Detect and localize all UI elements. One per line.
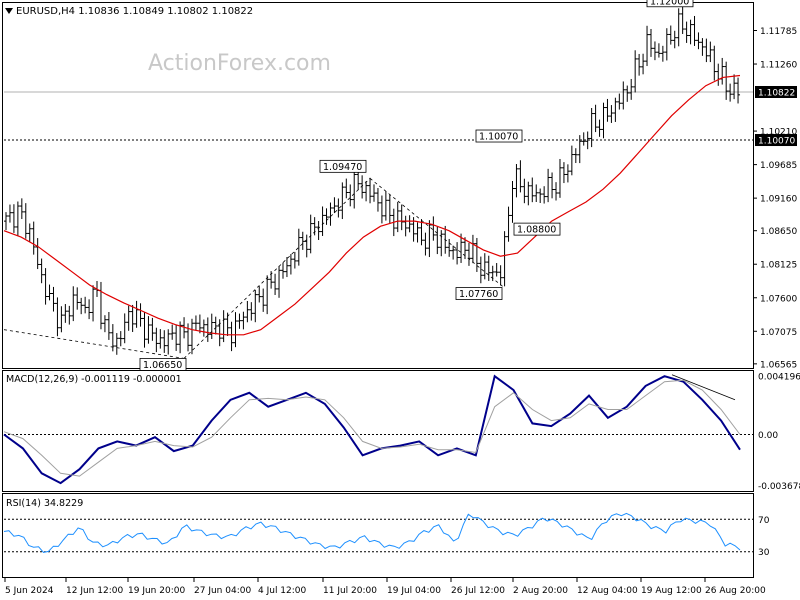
x-tick-label: 19 Aug 12:00 bbox=[641, 586, 702, 596]
swing-label: 1.10070 bbox=[479, 132, 518, 143]
watermark: ActionForex.com bbox=[148, 51, 331, 76]
current-price-label: 1.10822 bbox=[758, 88, 795, 98]
swing-label-box bbox=[513, 222, 561, 236]
x-tick-label: 5 Jun 2024 bbox=[5, 586, 54, 596]
swing-label-box bbox=[646, 0, 694, 8]
swing-label: 1.12000 bbox=[650, 0, 689, 7]
swing-label-box bbox=[455, 287, 503, 300]
price-y-tick-label: 1.06565 bbox=[760, 360, 797, 370]
signal-line bbox=[3, 379, 741, 477]
x-tick-label: 27 Jun 04:00 bbox=[194, 586, 251, 596]
x-tick-label: 26 Aug 20:00 bbox=[705, 586, 766, 596]
swing-label-box bbox=[319, 159, 367, 173]
menu-triangle-icon[interactable] bbox=[5, 8, 13, 14]
level-price-box bbox=[755, 134, 797, 147]
rsi-y-tick-label: 70 bbox=[758, 516, 770, 526]
price-panel-border bbox=[2, 2, 754, 369]
macd-title: MACD(12,26,9) -0.001119 -0.000001 bbox=[6, 374, 182, 385]
x-tick-label: 4 Jul 12:00 bbox=[258, 586, 307, 596]
price-y-tick-label: 1.09685 bbox=[760, 161, 797, 171]
rsi-line bbox=[3, 512, 741, 553]
macd-y-tick-label: 0.004196 bbox=[758, 373, 800, 383]
macd-line bbox=[3, 374, 741, 485]
price-y-tick-label: 1.08650 bbox=[760, 227, 797, 237]
current-price-box bbox=[755, 85, 797, 98]
trendline bbox=[3, 329, 185, 359]
macd-y-tick-label: -0.003678 bbox=[758, 482, 800, 492]
swing-label: 1.07760 bbox=[459, 289, 498, 300]
x-tick-label: 26 Jul 12:00 bbox=[451, 586, 505, 596]
price-y-tick-label: 1.11785 bbox=[760, 27, 797, 37]
x-tick-label: 11 Jul 20:00 bbox=[323, 586, 377, 596]
price-y-tick-label: 1.11260 bbox=[760, 61, 797, 71]
symbol-header: EURUSD,H4 1.10836 1.10849 1.10802 1.1082… bbox=[16, 6, 253, 17]
x-tick-label: 2 Aug 20:00 bbox=[513, 586, 568, 596]
rsi-y-tick-label: 30 bbox=[758, 548, 770, 558]
swing-label: 1.09470 bbox=[323, 162, 362, 173]
price-y-tick-label: 1.07075 bbox=[760, 328, 797, 338]
trendline bbox=[183, 178, 371, 359]
x-tick-label: 12 Aug 04:00 bbox=[577, 586, 638, 596]
x-tick-label: 19 Jun 20:00 bbox=[128, 586, 185, 596]
rsi-panel-border bbox=[2, 493, 754, 578]
axes: 1.11785 1.11260 1.10210 1.09685 1.09160 1.086… bbox=[4, 27, 800, 596]
rsi-plot bbox=[3, 512, 753, 553]
macd-panel-border bbox=[2, 370, 754, 492]
price-plot: 1.12000 1.10070 1.09470 1.08800 1.07760 1.066… bbox=[3, 0, 753, 371]
price-y-tick-label: 1.09160 bbox=[760, 195, 797, 205]
rsi-title: RSI(14) 34.8229 bbox=[6, 498, 83, 509]
x-tick-label: 12 Jun 12:00 bbox=[66, 586, 123, 596]
trendline bbox=[369, 178, 505, 288]
swing-label-box bbox=[475, 129, 523, 143]
macd-plot bbox=[3, 374, 753, 485]
x-tick-label: 19 Jul 04:00 bbox=[387, 586, 441, 596]
swing-label: 1.08800 bbox=[517, 225, 556, 236]
price-y-tick-label: 1.10210 bbox=[760, 128, 797, 138]
moving-average-line bbox=[3, 74, 741, 336]
level-price-label: 1.10070 bbox=[758, 137, 795, 147]
swing-label-box bbox=[139, 358, 187, 371]
price-y-tick-label: 1.07600 bbox=[760, 294, 797, 304]
macd-divergence-line bbox=[671, 374, 736, 401]
swing-label: 1.06650 bbox=[143, 360, 182, 371]
price-y-tick-label: 1.08125 bbox=[760, 261, 797, 271]
macd-y-tick-label: 0.00 bbox=[758, 431, 778, 441]
